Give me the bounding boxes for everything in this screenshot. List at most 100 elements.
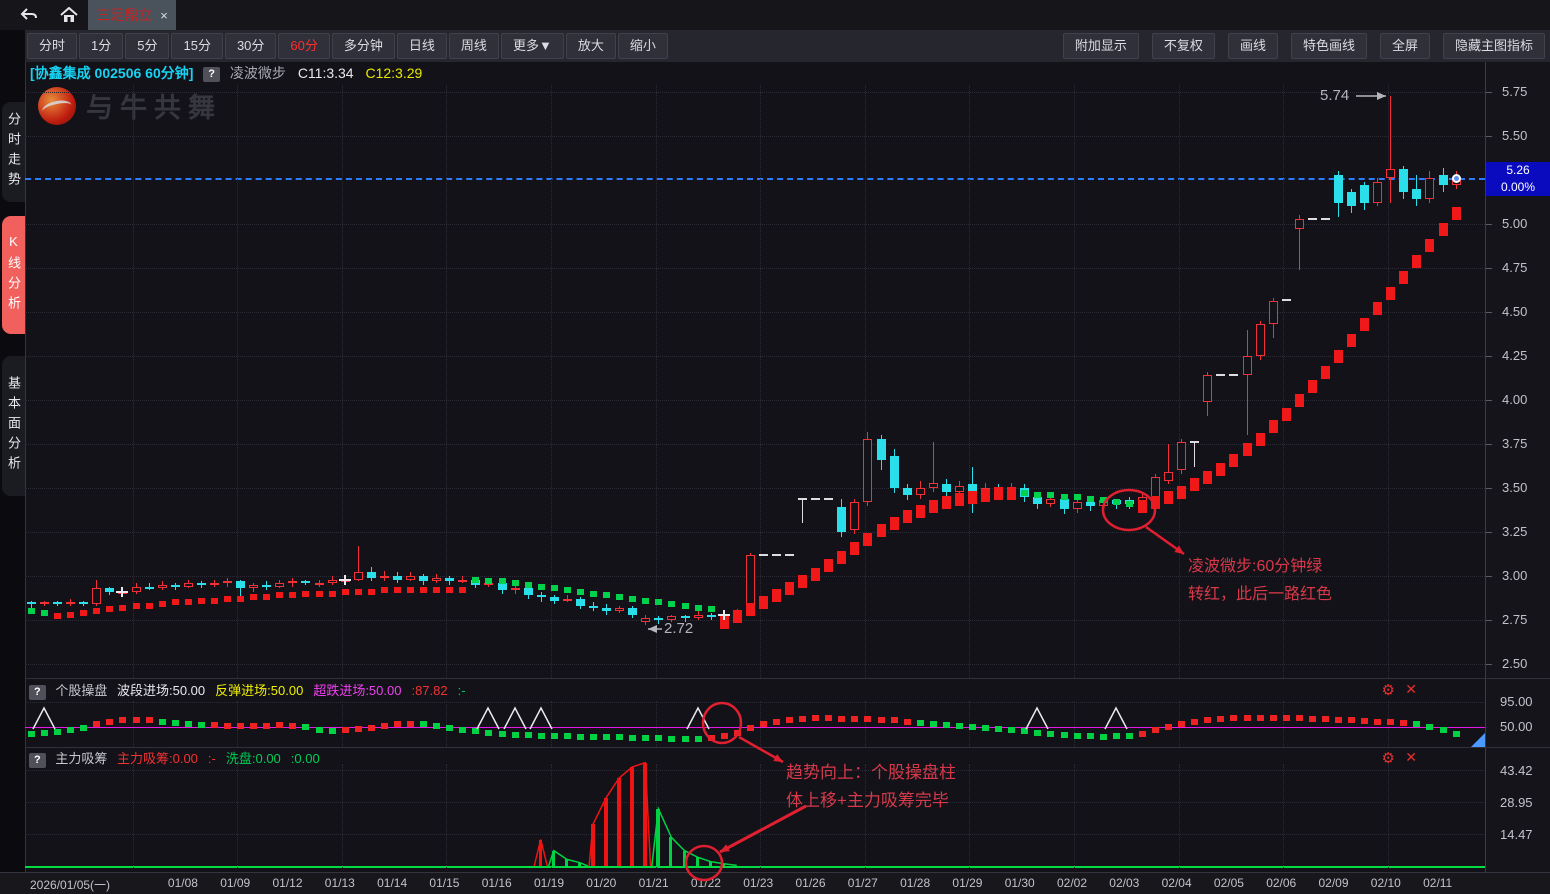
trend-block-g — [1021, 490, 1028, 496]
toolbar-button-60分[interactable]: 60分 — [278, 33, 330, 59]
trend-block-r — [146, 603, 153, 609]
trend-block-r — [407, 587, 414, 593]
candle-down — [171, 585, 180, 587]
candle-wick — [462, 576, 463, 583]
candle-down — [1086, 502, 1095, 506]
candle-wick — [1168, 444, 1169, 484]
date-label: 02/03 — [1109, 876, 1140, 890]
toolbar-button-更多▼[interactable]: 更多▼ — [500, 33, 564, 59]
candle-up — [354, 572, 363, 580]
trend-block-r — [1243, 443, 1252, 456]
instrument-info-bar: [协鑫集成 002506 60分钟] ? 凌波微步 C11:3.34 C12:3… — [30, 63, 422, 83]
panel1-help-button[interactable]: ? — [29, 685, 46, 700]
toolbar-button-隐藏主图指标[interactable]: 隐藏主图指标 — [1442, 33, 1545, 59]
panel1-close-icon[interactable]: ✕ — [1405, 681, 1417, 697]
trend-block-g — [655, 599, 662, 605]
toolbar-button-分时[interactable]: 分时 — [27, 33, 78, 59]
date-label: 01/29 — [952, 876, 983, 890]
legend-item: 洗盘:0.00 — [225, 751, 281, 766]
toolbar-button-画线[interactable]: 画线 — [1227, 33, 1278, 59]
oscillator-square — [28, 731, 35, 737]
trend-block-r — [1190, 478, 1199, 491]
oscillator-square — [734, 730, 741, 736]
price-axis-label: 3.50 — [1502, 480, 1528, 495]
candle-up — [223, 581, 232, 583]
trend-block-r — [446, 587, 453, 593]
oscillator-square — [1165, 724, 1172, 730]
trend-block-r — [1439, 223, 1448, 236]
candle-down — [301, 581, 310, 583]
trend-block-g — [551, 585, 558, 591]
toolbar-button-附加显示[interactable]: 附加显示 — [1062, 33, 1139, 59]
trend-block-r — [1321, 366, 1330, 379]
trend-block-r — [811, 568, 820, 581]
price-axis-label: 4.75 — [1502, 260, 1528, 275]
main-gridline-h — [25, 268, 1485, 269]
panel1-axis-label: 95.00 — [1500, 694, 1533, 709]
panel2-help-button[interactable]: ? — [29, 753, 46, 768]
toolbar-button-多分钟[interactable]: 多分钟 — [331, 33, 395, 59]
trend-block-g — [564, 587, 571, 593]
toolbar-button-1分[interactable]: 1分 — [79, 33, 124, 59]
price-axis-tick — [1486, 400, 1492, 401]
panel2-settings-gear-icon[interactable]: ⚙ — [1381, 750, 1395, 767]
tab-close-icon[interactable]: × — [160, 7, 168, 23]
back-icon[interactable] — [16, 3, 42, 27]
panel1-gridline-v — [342, 701, 343, 747]
panel-separator — [25, 678, 1550, 679]
oscillator-square — [1230, 715, 1237, 721]
trend-block-g — [1113, 499, 1120, 505]
toolbar-button-15分[interactable]: 15分 — [171, 33, 223, 59]
flat-bar-wick — [1194, 442, 1195, 467]
toolbar-button-30分[interactable]: 30分 — [224, 33, 277, 59]
candle-up — [641, 618, 650, 622]
main-gridline-h — [25, 136, 1485, 137]
panel1-gridline-h — [25, 702, 1485, 703]
panel2-close-icon[interactable]: ✕ — [1405, 749, 1417, 765]
trend-block-r — [250, 594, 257, 600]
oscillator-square — [80, 725, 87, 731]
oscillator-square — [1204, 717, 1211, 723]
home-icon[interactable] — [56, 3, 82, 27]
oscillator-square — [368, 725, 375, 731]
candle-down — [27, 602, 36, 604]
trend-block-r — [316, 591, 323, 597]
trend-block-g — [512, 580, 519, 586]
sidebar-tab-分时走势[interactable]: 分时走势 — [2, 102, 25, 202]
oscillator-square — [41, 730, 48, 736]
toolbar-button-缩小[interactable]: 缩小 — [617, 33, 668, 59]
trend-block-r — [224, 596, 231, 602]
oscillator-square — [603, 734, 610, 740]
oscillator-square — [146, 717, 153, 723]
panel2-baseline — [25, 866, 1485, 868]
symbol-label: [协鑫集成 002506 60分钟] — [30, 65, 194, 81]
document-tab[interactable]: 三足鼎立 × — [88, 0, 176, 30]
candle-up — [132, 587, 141, 592]
trend-block-r — [263, 594, 270, 600]
candle-wick — [685, 615, 686, 622]
candle-up — [850, 502, 859, 530]
sidebar-tab-K线分析[interactable]: K线分析 — [2, 216, 25, 334]
toolbar-button-5分[interactable]: 5分 — [125, 33, 170, 59]
oscillator-square — [1244, 715, 1251, 721]
oscillator-square — [917, 720, 924, 726]
trend-block-r — [824, 559, 833, 572]
trend-block-g — [577, 589, 584, 595]
sidebar-tab-基本面分析[interactable]: 基本面分析 — [2, 356, 25, 496]
trend-block-g — [41, 610, 48, 616]
candle-wick — [1247, 330, 1248, 435]
flat-limit-bar — [1308, 218, 1317, 220]
toolbar-button-不复权[interactable]: 不复权 — [1151, 33, 1215, 59]
panel1-settings-gear-icon[interactable]: ⚙ — [1381, 682, 1395, 699]
toolbar-button-周线[interactable]: 周线 — [448, 33, 499, 59]
trend-block-g — [1100, 497, 1107, 503]
indicator-help-button[interactable]: ? — [203, 67, 221, 82]
oscillator-square — [446, 725, 453, 731]
toolbar-button-全屏[interactable]: 全屏 — [1379, 33, 1430, 59]
panel-resize-handle[interactable] — [1471, 733, 1485, 747]
toolbar-button-放大[interactable]: 放大 — [565, 33, 616, 59]
trend-block-g — [1087, 496, 1094, 502]
panel2-gridline-v — [133, 764, 134, 868]
toolbar-button-特色画线[interactable]: 特色画线 — [1290, 33, 1367, 59]
toolbar-button-日线[interactable]: 日线 — [396, 33, 447, 59]
